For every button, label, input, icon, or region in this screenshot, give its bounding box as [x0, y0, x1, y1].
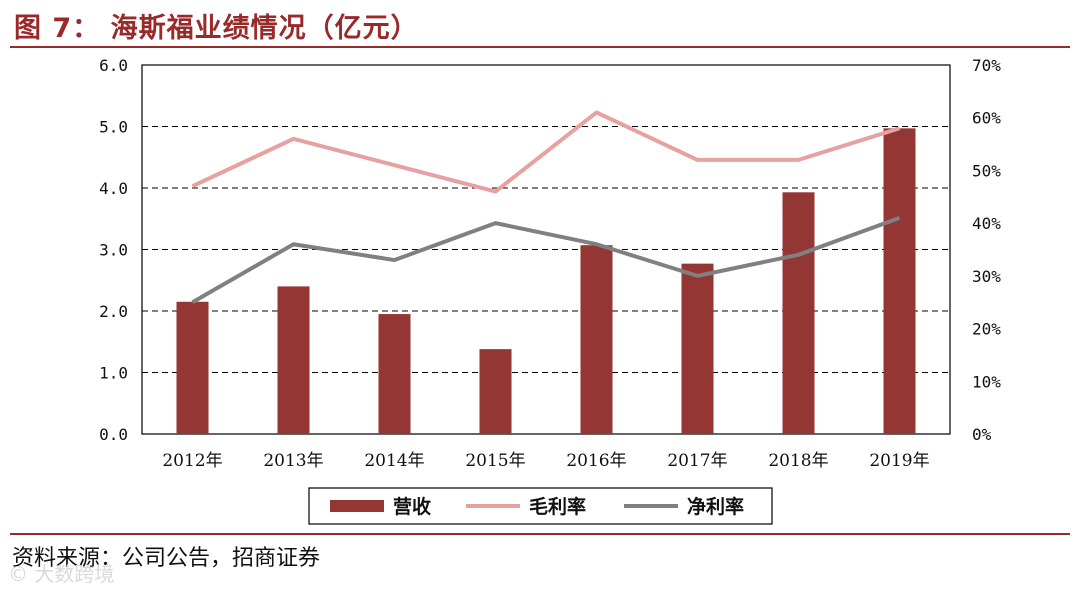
legend-label: 营收: [393, 495, 431, 518]
x-tick: 2013年: [263, 451, 323, 471]
y-tick-left: 5.0: [99, 118, 128, 137]
legend-box: [308, 487, 773, 525]
bar-revenue: [378, 314, 411, 434]
watermark: © 大数跨境: [8, 562, 115, 586]
bar-revenue: [580, 245, 613, 434]
y-tick-right: 30%: [972, 267, 1001, 286]
bar-revenue: [479, 349, 512, 434]
y-tick-left: 6.0: [99, 56, 128, 75]
x-tick: 2017年: [667, 451, 727, 471]
bar-revenue: [681, 263, 714, 434]
legend-label: 净利率: [687, 495, 744, 518]
line-series: [191, 110, 901, 304]
y-tick-left: 1.0: [99, 364, 128, 383]
y-tick-left: 4.0: [99, 179, 128, 198]
y-tick-right: 20%: [972, 320, 1001, 339]
y-tick-right: 60%: [972, 109, 1001, 128]
source-rule: [10, 533, 1070, 535]
bar-revenue: [176, 301, 209, 434]
x-tick: 2015年: [465, 451, 525, 471]
y-tick-right: 0%: [972, 425, 992, 444]
legend-label: 毛利率: [529, 495, 586, 518]
bar-revenue: [883, 128, 916, 434]
gridlines: [141, 64, 951, 435]
x-tick: 2016年: [566, 451, 626, 471]
bar-revenue: [782, 192, 815, 434]
x-tick: 2019年: [869, 451, 929, 471]
figure-title: 图 7： 海斯福业绩情况（亿元）: [14, 13, 419, 44]
y-tick-right: 40%: [972, 214, 1001, 233]
title-rule: [10, 46, 1070, 48]
y-tick-right: 50%: [972, 161, 1001, 180]
bar-series: [176, 128, 916, 434]
y-tick-left: 3.0: [99, 241, 128, 260]
bar-revenue: [277, 286, 310, 434]
legend: 营收 毛利率 净利率: [308, 487, 773, 525]
y-tick-right: 10%: [972, 372, 1001, 391]
x-tick: 2018年: [768, 451, 828, 471]
x-tick: 2014年: [364, 451, 424, 471]
y-tick-left: 2.0: [99, 302, 128, 321]
y-tick-right: 70%: [972, 56, 1001, 75]
legend-swatch-bar: [330, 500, 384, 512]
line-gross-margin: [191, 110, 901, 194]
x-tick: 2012年: [162, 451, 222, 471]
source-note: 资料来源：公司公告，招商证券: [12, 546, 321, 571]
axis-ticks: 0.0 1.0 2.0 3.0 4.0 5.0 6.0 0% 10% 20% 30% 40% 50% 60…: [99, 56, 1001, 471]
y-tick-left: 0.0: [99, 425, 128, 444]
line-net-margin: [191, 215, 901, 304]
